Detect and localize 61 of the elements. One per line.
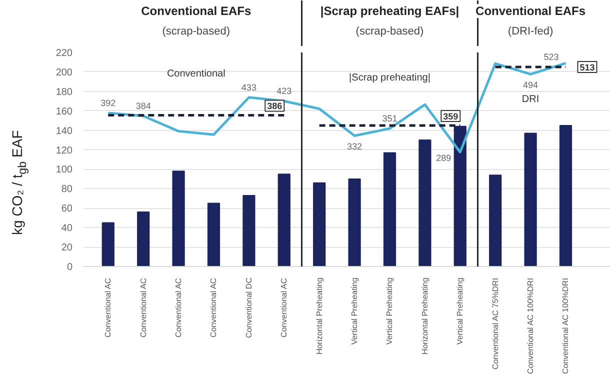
data-label: 332 xyxy=(347,142,362,152)
y-tick-label: 40 xyxy=(61,223,73,234)
x-tick-label: Horizontal Preheating xyxy=(420,277,430,354)
bar xyxy=(278,174,290,266)
annotation: Conventional xyxy=(166,68,226,80)
y-tick-label: 0 xyxy=(66,262,73,273)
data-label: 523 xyxy=(544,52,559,62)
x-tick-label: Conventional AC xyxy=(174,278,184,338)
data-label: 384 xyxy=(136,100,151,111)
x-tick-label: Vertical Preheating xyxy=(350,277,360,345)
text: Conventional EAFs xyxy=(476,4,586,18)
bar xyxy=(348,178,361,266)
x-tick-label: Vertical Preheating xyxy=(385,277,394,345)
data-label: 359 xyxy=(443,111,458,122)
data-label: 494 xyxy=(523,80,538,90)
y-tick-label: 120 xyxy=(56,145,73,156)
y-tick-label: 140 xyxy=(56,126,73,137)
bar xyxy=(172,170,185,266)
text: Conventional EAFs xyxy=(141,4,252,18)
bar xyxy=(454,126,466,266)
text: (scrap-based) xyxy=(162,25,230,38)
y-tick-label: 200 xyxy=(56,67,73,78)
x-tick-label: Conventional AC xyxy=(280,278,289,338)
bar xyxy=(489,174,502,266)
bar xyxy=(524,132,537,266)
text: |Scrap preheating EAFs| xyxy=(320,4,460,18)
data-label: 513 xyxy=(580,62,595,72)
data-label: 386 xyxy=(267,101,282,112)
bar xyxy=(242,194,256,266)
x-tick-label: Conventional AC xyxy=(138,278,148,338)
x-tick-label: Conventional AC 100%DRI xyxy=(561,278,570,374)
y-tick-label: 180 xyxy=(56,86,73,98)
x-tick-label: Conventional AC 100%DRI xyxy=(526,278,536,374)
y-tick-label: 220 xyxy=(56,48,73,59)
bar xyxy=(207,202,220,266)
bar xyxy=(559,124,572,266)
y-tick-label: 20 xyxy=(61,242,73,254)
y-tick-label: 60 xyxy=(61,204,73,215)
y-tick-label: 100 xyxy=(56,164,73,176)
x-tick-label: Conventional AC xyxy=(104,278,113,338)
bar xyxy=(102,222,114,266)
data-label: 351 xyxy=(382,114,398,124)
text: (scrap-based) xyxy=(356,25,424,38)
annotation: |Scrap preheating| xyxy=(349,72,430,84)
x-tick-label: Conventional AC 75%DRI xyxy=(490,278,500,370)
bar xyxy=(313,182,326,266)
data-label: 433 xyxy=(241,82,256,92)
data-label: 423 xyxy=(276,86,292,96)
annotation: DRI xyxy=(522,94,540,106)
y-tick-label: 160 xyxy=(56,106,73,118)
bar xyxy=(418,140,432,266)
text: (DRI-fed) xyxy=(508,25,554,38)
x-tick-label: Conventional DC xyxy=(244,277,254,338)
bar xyxy=(383,152,396,266)
bar xyxy=(137,212,150,266)
data-label: 289 xyxy=(436,153,452,164)
x-tick-label: Vertical Preheating xyxy=(456,277,465,345)
x-tick-label: Conventional AC xyxy=(209,278,218,338)
y-tick-label: 80 xyxy=(61,184,73,196)
x-tick-label: Horizontal Preheating xyxy=(314,277,324,354)
data-label: 392 xyxy=(100,98,116,108)
